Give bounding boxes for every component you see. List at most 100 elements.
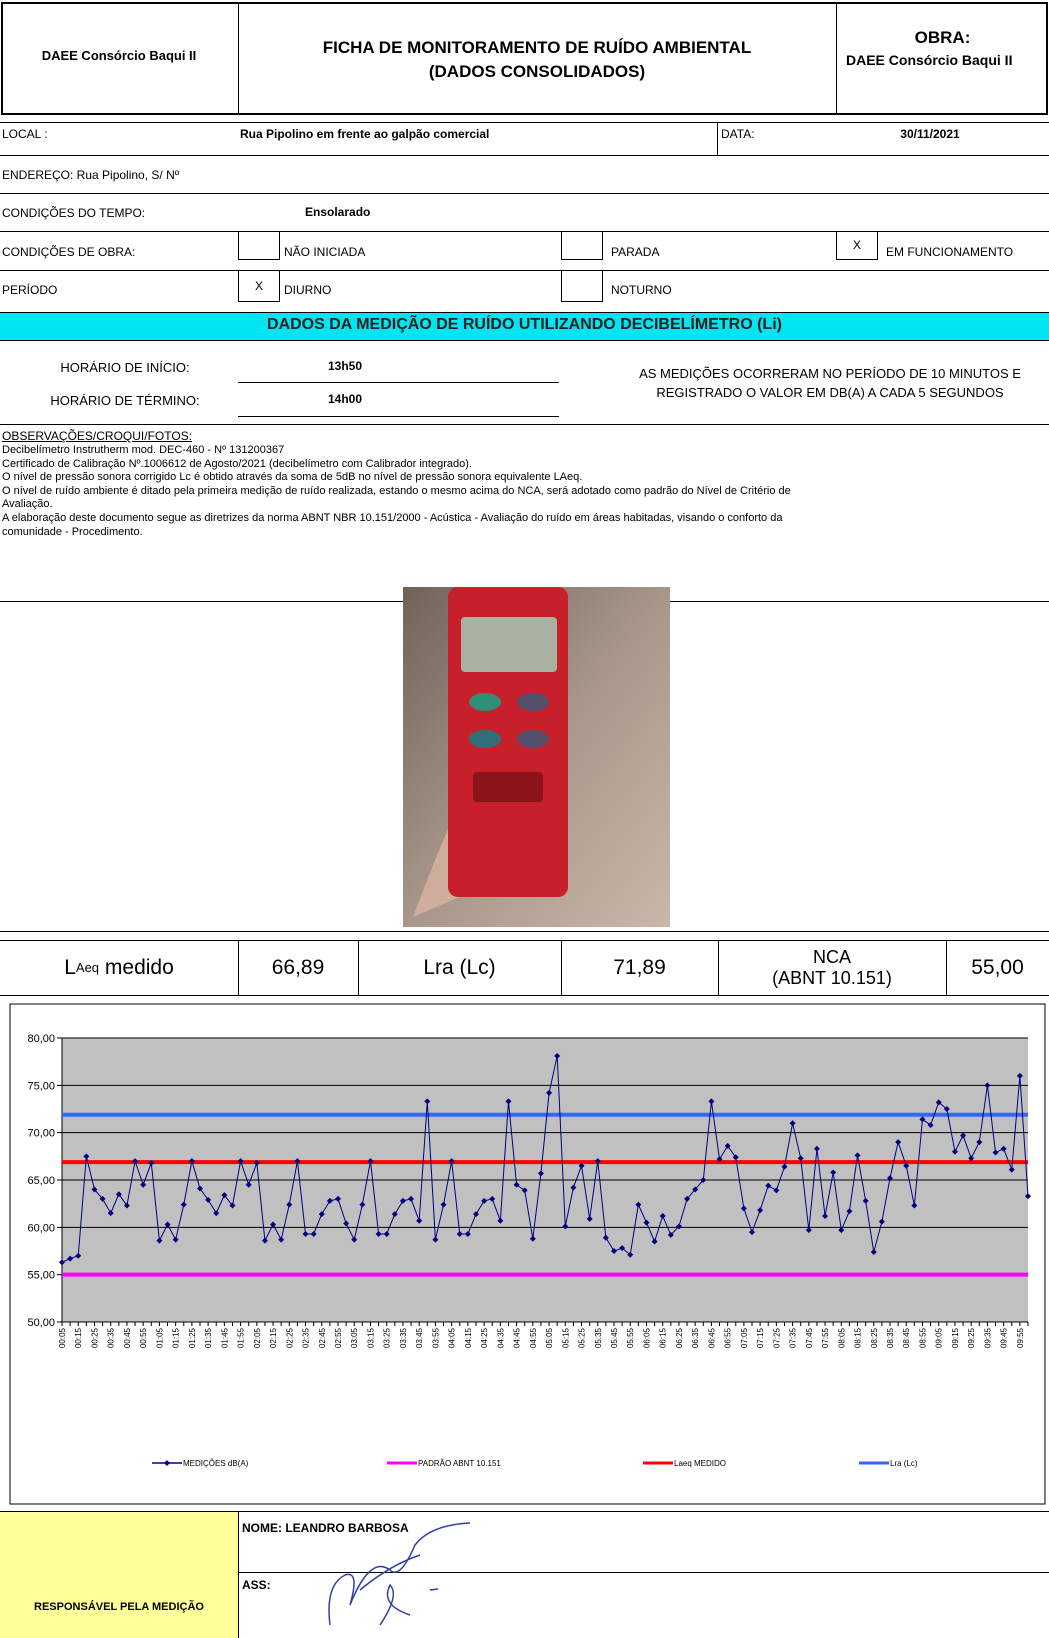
- y-tick-label: 70,00: [27, 1128, 55, 1140]
- x-tick-label: 07:55: [821, 1327, 830, 1348]
- start-value: 13h50: [300, 359, 390, 373]
- result-label: NCA (ABNT 10.151): [718, 940, 946, 995]
- x-tick-label: 04:05: [448, 1327, 457, 1348]
- obs-line: O nível de ruído ambiente é ditado pela …: [2, 485, 791, 499]
- row-line: [0, 931, 1049, 932]
- y-tick-label: 65,00: [27, 1175, 55, 1187]
- x-tick-label: 02:45: [318, 1327, 327, 1348]
- signature-scribble: [320, 1515, 500, 1635]
- x-tick-label: 03:55: [431, 1327, 440, 1348]
- x-tick-label: 08:05: [837, 1327, 846, 1348]
- x-tick-label: 00:25: [90, 1327, 99, 1348]
- result-value: 71,89: [561, 940, 718, 995]
- checkbox: X: [836, 231, 878, 260]
- obs-line: Decibelímetro Instrutherm mod. DEC-460 -…: [2, 444, 791, 458]
- x-tick-label: 05:25: [578, 1327, 587, 1348]
- x-tick-label: 01:15: [172, 1327, 181, 1348]
- x-tick-label: 01:05: [155, 1327, 164, 1348]
- end-label: HORÁRIO DE TÉRMINO:: [0, 393, 250, 408]
- x-tick-label: 09:35: [983, 1327, 992, 1348]
- x-tick-label: 01:45: [220, 1327, 229, 1348]
- divider: [836, 2, 837, 115]
- tempo-label: CONDIÇÕES DO TEMPO:: [2, 206, 145, 220]
- option-label: NÃO INICIADA: [284, 245, 365, 259]
- row-line: [0, 155, 1049, 156]
- underline: [238, 382, 559, 383]
- option-label: PARADA: [611, 245, 659, 259]
- chart: 50,0055,0060,0065,0070,0075,0080,0000:05…: [0, 1003, 1049, 1505]
- periodo-label: PERÍODO: [2, 283, 57, 297]
- x-tick-label: 06:35: [691, 1327, 700, 1348]
- x-tick-label: 01:35: [204, 1327, 213, 1348]
- photo: [403, 587, 670, 927]
- x-tick-label: 03:25: [383, 1327, 392, 1348]
- signature-ass: ASS:: [242, 1578, 271, 1592]
- y-tick-label: 75,00: [27, 1080, 55, 1092]
- divider: [238, 2, 239, 115]
- obs-title: OBSERVAÇÕES/CROQUI/FOTOS:: [2, 429, 192, 443]
- x-tick-label: 02:05: [253, 1327, 262, 1348]
- x-tick-label: 06:45: [707, 1327, 716, 1348]
- x-tick-label: 04:35: [496, 1327, 505, 1348]
- label-text: (ABNT 10.151): [772, 968, 892, 989]
- label-text: NCA: [813, 947, 851, 968]
- x-tick-label: 09:25: [967, 1327, 976, 1348]
- x-tick-label: 01:25: [188, 1327, 197, 1348]
- x-tick-label: 06:55: [724, 1327, 733, 1348]
- x-tick-label: 08:15: [854, 1327, 863, 1348]
- signature-label: RESPONSÁVEL PELA MEDIÇÃO: [0, 1601, 238, 1613]
- signature-cell: [0, 1512, 239, 1638]
- underline: [238, 416, 559, 417]
- legend-label: PADRÃO ABNT 10.151: [418, 1459, 501, 1468]
- obs-line: comunidade - Procedimento.: [2, 526, 791, 540]
- y-tick-label: 80,00: [27, 1033, 55, 1045]
- x-tick-label: 00:15: [74, 1327, 83, 1348]
- start-label: HORÁRIO DE INÍCIO:: [0, 360, 250, 375]
- x-tick-label: 02:55: [334, 1327, 343, 1348]
- x-tick-label: 05:45: [610, 1327, 619, 1348]
- y-tick-label: 60,00: [27, 1222, 55, 1234]
- section-title: DADOS DA MEDIÇÃO DE RUÍDO UTILIZANDO DEC…: [0, 316, 1049, 334]
- x-tick-label: 05:35: [594, 1327, 603, 1348]
- checkbox: [561, 270, 603, 302]
- x-tick-label: 07:15: [756, 1327, 765, 1348]
- obs-line: O nível de pressão sonora corrigido Lc é…: [2, 471, 791, 485]
- y-tick-label: 55,00: [27, 1270, 55, 1282]
- y-tick-label: 50,00: [27, 1317, 55, 1329]
- checkbox: [561, 231, 603, 260]
- x-tick-label: 08:25: [870, 1327, 879, 1348]
- row-line: [0, 231, 1049, 232]
- x-tick-label: 00:35: [107, 1327, 116, 1348]
- note: REGISTRADO O VALOR EM DB(A) A CADA 5 SEG…: [580, 385, 1049, 400]
- legend-label: MEDIÇÕES dB(A): [183, 1459, 249, 1468]
- x-tick-label: 09:15: [951, 1327, 960, 1348]
- x-tick-label: 04:25: [480, 1327, 489, 1348]
- result-value: 55,00: [946, 940, 1049, 995]
- x-tick-label: 08:35: [886, 1327, 895, 1348]
- option-label: EM FUNCIONAMENTO: [886, 245, 1013, 259]
- x-tick-label: 01:55: [237, 1327, 246, 1348]
- row-line: [0, 995, 1049, 996]
- x-tick-label: 03:15: [366, 1327, 375, 1348]
- local-value: Rua Pipolino em frente ao galpão comerci…: [240, 127, 489, 141]
- obra-value: DAEE Consórcio Baqui II: [846, 52, 1012, 68]
- label-sub: Aeq: [76, 957, 99, 978]
- legend-label: Lra (Lc): [890, 1459, 918, 1468]
- row-line: [0, 122, 1049, 123]
- doc-title: FICHA DE MONITORAMENTO DE RUÍDO AMBIENTA…: [238, 38, 836, 58]
- result-label: LAeq medido: [0, 940, 238, 995]
- x-tick-label: 02:15: [269, 1327, 278, 1348]
- x-tick-label: 07:35: [789, 1327, 798, 1348]
- x-tick-label: 03:45: [415, 1327, 424, 1348]
- obra-label: OBRA:: [836, 28, 1049, 48]
- x-tick-label: 08:45: [902, 1327, 911, 1348]
- x-tick-label: 05:15: [561, 1327, 570, 1348]
- x-tick-label: 06:15: [659, 1327, 668, 1348]
- x-tick-label: 09:05: [935, 1327, 944, 1348]
- obs-line: Avaliação.: [2, 498, 791, 512]
- legend-label: Laeq MEDIDO: [674, 1459, 726, 1468]
- x-tick-label: 05:05: [545, 1327, 554, 1348]
- data-value: 30/11/2021: [880, 127, 980, 141]
- obs-line: A elaboração deste documento segue as di…: [2, 512, 791, 526]
- x-tick-label: 07:05: [740, 1327, 749, 1348]
